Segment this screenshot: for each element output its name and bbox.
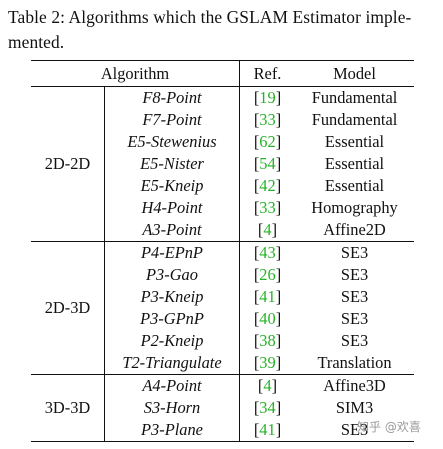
citation-link[interactable]: 26 [259,265,276,284]
citation-link[interactable]: 41 [259,420,276,439]
table-row: 2D-3D P4-EPnP [43] SE3 [31,241,414,375]
table-row: H4-Point [33] Homography [31,197,414,219]
ref-cell: [42] [239,175,295,197]
ref-cell: [39] [239,352,295,375]
table-row: T2-Triangulate [39] Translation [31,352,414,375]
citation-link[interactable]: 54 [259,154,276,173]
ref-cell: [38] [239,330,295,352]
citation-link[interactable]: 38 [259,331,276,350]
algorithm-cell: T2-Triangulate [104,352,240,375]
table-row: E5-Stewenius [62] Essential [31,131,414,153]
model-cell: Affine2D [323,220,386,239]
model-cell: Essential [324,132,385,151]
model-cell: SE3 [295,241,414,264]
model-cell: Fundamental [311,88,398,107]
table-row: F7-Point [33] Fundamental [31,109,414,131]
header-algorithm: Algorithm [31,60,240,87]
table-row: E5-Nister [54] Essential [31,153,414,175]
model-cell: Homography [311,198,398,217]
table-row: P3-Gao [26] SE3 [31,264,414,286]
algorithm-cell: E5-Stewenius [104,131,240,153]
model-cell: SE3 [295,419,414,442]
table-row: A3-Point [4] Affine2D [31,219,414,242]
citation-link[interactable]: 41 [259,287,276,306]
ref-cell: [41] [239,419,295,442]
table-caption: Table 2: Algorithms which the GSLAM Esti… [8,5,436,55]
ref-cell: [34] [239,397,295,419]
ref-cell: [19] [239,86,295,109]
table-row: P3-Plane [41] SE3 [31,419,414,442]
algorithm-cell: A3-Point [104,219,240,242]
ref-cell: [62] [239,131,295,153]
model-cell: Affine3D [295,374,414,397]
table-row: E5-Kneip [42] Essential [31,175,414,197]
algorithm-cell: P3-Kneip [104,286,240,308]
algorithm-cell: S3-Horn [104,397,240,419]
ref-cell: [26] [239,264,295,286]
citation-link[interactable]: 19 [259,88,276,107]
algorithm-cell: P3-Plane [104,419,240,442]
algorithm-cell: P2-Kneip [104,330,240,352]
algorithm-cell: A4-Point [104,374,240,397]
table-row: S3-Horn [34] SIM3 [31,397,414,419]
caption-line-1: Table 2: Algorithms which the GSLAM Esti… [8,7,412,27]
ref-cell: [33] [239,109,295,131]
citation-link[interactable]: 33 [259,198,276,217]
algorithm-cell: E5-Kneip [104,175,240,197]
model-cell: SE3 [340,309,369,328]
watermark: 知乎 @欢喜 [357,420,421,434]
table-body: 2D-2D F8-Point [19] Fundamental F7-Point [33]… [31,86,414,442]
model-cell: SE3 [340,265,369,284]
algorithm-cell: P3-Gao [104,264,240,286]
table-row: P3-GPnP [40] SE3 [31,308,414,330]
model-cell: SE3 [340,331,369,350]
model-cell: Essential [324,154,385,173]
model-cell: SE3 [340,287,369,306]
caption-line-2: mented. [8,32,65,52]
table-row: 2D-2D F8-Point [19] Fundamental [31,86,414,173]
citation-link[interactable]: 62 [259,132,276,151]
ref-cell: [43] [239,241,295,264]
ref-cell: [33] [239,197,295,219]
citation-link[interactable]: 39 [259,353,276,372]
citation-link[interactable]: 33 [259,110,276,129]
model-cell: Essential [324,176,385,195]
algorithm-cell: E5-Nister [104,153,240,175]
model-cell: SIM3 [335,398,374,417]
table-header-row: Algorithm Ref. Model [31,60,414,87]
group-label: 3D-3D [31,374,105,442]
group-label: 2D-2D [44,154,91,173]
model-cell: Translation [317,353,392,372]
header-model: Model [295,60,414,87]
citation-link[interactable]: 4 [263,220,272,239]
group-label: 2D-3D [31,241,105,375]
ref-cell: [54] [239,153,295,175]
header-ref: Ref. [239,60,295,87]
ref-cell: [4] [239,374,295,397]
ref-cell: [40] [239,308,295,330]
citation-link[interactable]: 43 [259,243,276,262]
algorithm-cell: P4-EPnP [104,241,240,264]
ref-cell: [41] [239,286,295,308]
algorithms-table: Algorithm Ref. Model 2D-2D F8-Point [19] Fu… [31,60,414,442]
algorithm-cell: P3-GPnP [104,308,240,330]
citation-link[interactable]: 34 [259,398,276,417]
algorithm-cell: H4-Point [104,197,240,219]
model-cell: Fundamental [311,110,398,129]
algorithm-cell: F8-Point [104,86,240,109]
citation-link[interactable]: 42 [259,176,276,195]
citation-link[interactable]: 40 [259,309,276,328]
table-row: P2-Kneip [38] SE3 [31,330,414,352]
table-row: 3D-3D A4-Point [4] Affine3D [31,374,414,442]
table-row: P3-Kneip [41] SE3 [31,286,414,308]
algorithm-cell: F7-Point [104,109,240,131]
ref-cell: [4] [239,219,295,242]
citation-link[interactable]: 4 [263,376,272,395]
